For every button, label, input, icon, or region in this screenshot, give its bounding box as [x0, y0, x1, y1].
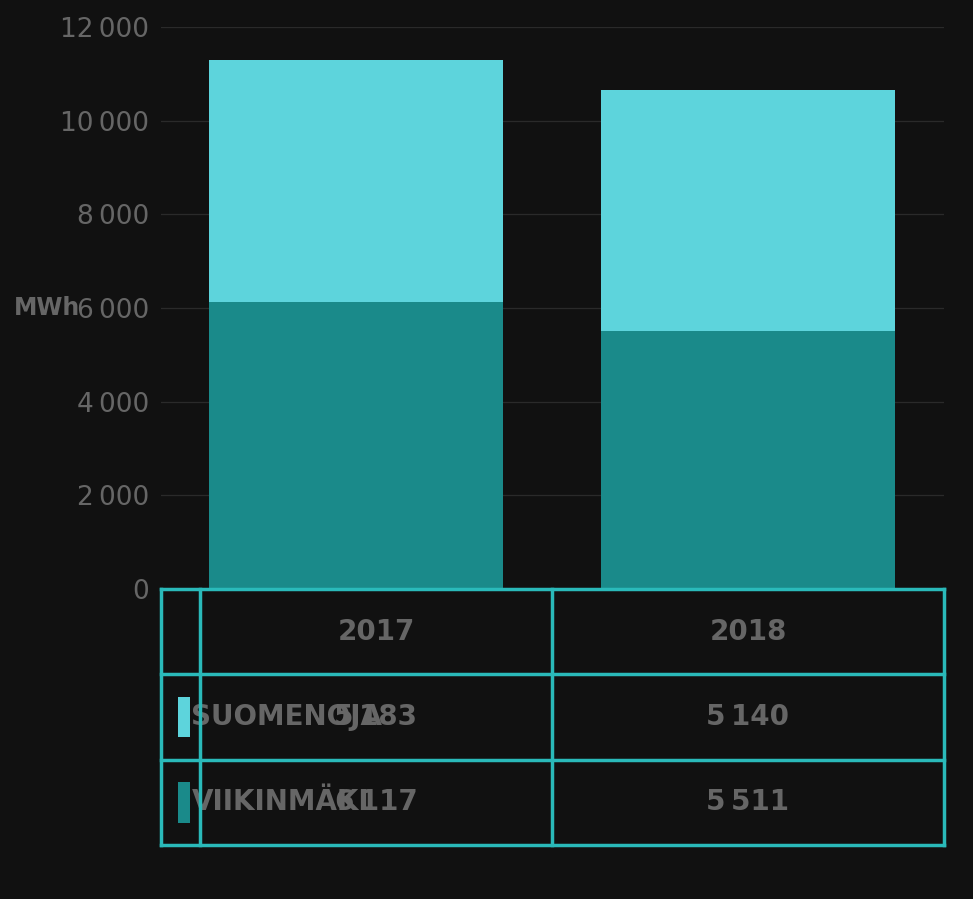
Bar [601, 90, 895, 331]
Text: 6 117: 6 117 [335, 788, 417, 816]
Bar [601, 331, 895, 589]
Text: SUOMENOJA: SUOMENOJA [192, 703, 382, 731]
Text: VIIKINMÄKI: VIIKINMÄKI [192, 788, 369, 816]
Text: 5 140: 5 140 [706, 703, 789, 731]
Bar [209, 302, 503, 589]
Y-axis label: MWh: MWh [14, 296, 80, 320]
Bar [209, 59, 503, 302]
Text: 2018: 2018 [709, 618, 787, 645]
Text: 5 183: 5 183 [335, 703, 417, 731]
Text: 2017: 2017 [338, 618, 414, 645]
Text: 5 511: 5 511 [706, 788, 789, 816]
